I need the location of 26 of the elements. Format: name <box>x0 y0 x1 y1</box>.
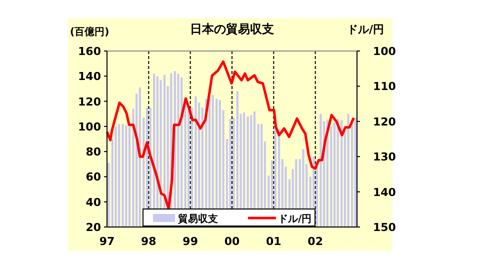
x-tick-label: 99 <box>182 235 198 248</box>
y-tick-label: 160 <box>78 45 102 58</box>
x-tick-label: 01 <box>266 235 282 248</box>
x-tick-label: 97 <box>99 235 115 248</box>
x-tick-label: 02 <box>308 235 323 248</box>
y-tick-label: 140 <box>78 70 102 84</box>
y2-tick-label: 150 <box>373 221 396 234</box>
x-tick-label: 98 <box>141 235 156 248</box>
y-axis-title: (百億円) <box>70 26 110 38</box>
y-tick-label: 120 <box>78 95 102 108</box>
y-tick-label: 20 <box>86 221 102 234</box>
y-tick-label: 60 <box>86 170 102 184</box>
y-tick-label: 100 <box>78 120 102 134</box>
y-tick-label: 80 <box>86 146 102 159</box>
y2-tick-label: 120 <box>373 115 396 128</box>
legend-label: 貿易収支 <box>177 213 218 225</box>
y-tick-label: 40 <box>86 196 102 209</box>
y2-tick-label: 110 <box>373 80 396 94</box>
legend-label: ドル/円 <box>278 214 312 225</box>
chart-title: 日本の貿易収支 <box>190 22 274 36</box>
y2-tick-label: 130 <box>373 150 396 164</box>
line-series <box>106 60 355 210</box>
x-tick-label: 00 <box>224 235 240 248</box>
y2-tick-label: 140 <box>373 186 396 199</box>
y2-tick-label: 100 <box>373 45 396 58</box>
y2-axis-title: ドル/円 <box>347 23 384 36</box>
